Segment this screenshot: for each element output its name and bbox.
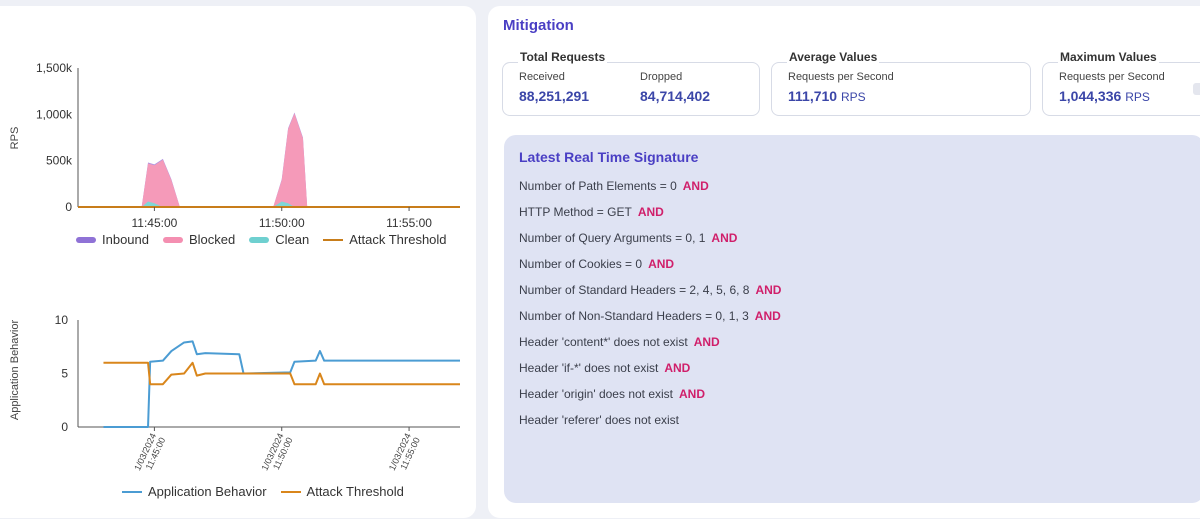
- mitigation-title: Mitigation: [503, 17, 574, 34]
- x-tick-label: 1/03/202411:55:00: [387, 432, 422, 477]
- x-tick-label: 1/03/202411:45:00: [132, 432, 167, 477]
- legend-item-inbound[interactable]: Inbound: [76, 232, 149, 247]
- signature-title: Latest Real Time Signature: [519, 149, 699, 165]
- legend-swatch: [323, 238, 344, 241]
- maximum-values-card: Maximum Values Requests per Second 1,044…: [1042, 50, 1200, 116]
- signature-text: Header 'if-*' does not exist: [519, 361, 659, 375]
- y-axis-label: RPS: [9, 127, 21, 150]
- maximum-rps-number: 1,044,336: [1059, 88, 1122, 104]
- application-behavior-chart: Application Behavior 10 5 0 1/03/202411:45:0…: [9, 313, 460, 477]
- signature-text: Header 'origin' does not exist: [519, 387, 674, 401]
- signature-line: Header 'origin' does not exist AND: [519, 387, 781, 413]
- area-blocked: [103, 113, 312, 207]
- legend-item-blocked[interactable]: Blocked: [163, 232, 235, 247]
- x-tick-label: 1/03/202411:50:00: [260, 432, 295, 477]
- legend-label: Attack Threshold: [349, 232, 447, 247]
- and-operator: AND: [754, 309, 781, 323]
- signature-line: Number of Query Arguments = 0, 1 AND: [519, 231, 781, 257]
- legend-label: Blocked: [189, 232, 236, 247]
- y-tick-label: 1,000k: [36, 107, 73, 121]
- x-tick-label: 11:45:00: [131, 216, 177, 230]
- maximum-rps-label: Requests per Second: [1059, 71, 1165, 83]
- legend-swatch: [280, 490, 301, 493]
- average-values-box: Requests per Second 111,710 RPS: [771, 62, 1031, 116]
- legend-label: Attack Threshold: [306, 484, 404, 499]
- average-values-card: Average Values Requests per Second 111,7…: [771, 50, 1033, 116]
- signature-text: Number of Non-Standard Headers = 0, 1, 3: [519, 309, 749, 323]
- average-rps-number: 111,710: [788, 88, 838, 104]
- expand-icon[interactable]: [1193, 83, 1200, 95]
- signature-text: Number of Query Arguments = 0, 1: [519, 231, 706, 245]
- signature-line: HTTP Method = GET AND: [519, 205, 781, 231]
- rps-legend: Inbound Blocked Clean Attack Threshold: [76, 232, 447, 247]
- and-operator: AND: [711, 231, 738, 245]
- signature-line: Header 'if-*' does not exist AND: [519, 361, 781, 387]
- series-attack-threshold: [103, 361, 460, 386]
- y-tick-label: 0: [61, 420, 68, 434]
- area-clean: [103, 201, 312, 207]
- x-tick-label: 11:55:00: [386, 216, 432, 230]
- and-operator: AND: [755, 283, 782, 297]
- total-requests-box: Received 88,251,291 Dropped 84,714,402: [502, 62, 760, 116]
- x-tick-label: 11:50:00: [259, 216, 305, 230]
- total-requests-title: Total Requests: [518, 50, 608, 64]
- legend-swatch: [249, 236, 270, 243]
- dropped-value: 84,714,402: [640, 88, 711, 104]
- signature-line: Number of Non-Standard Headers = 0, 1, 3…: [519, 309, 781, 335]
- maximum-rps-value: 1,044,336 RPS: [1059, 88, 1150, 104]
- average-rps-unit: RPS: [840, 90, 866, 104]
- legend-item-application-behavior[interactable]: Application Behavior: [122, 484, 267, 499]
- legend-label: Inbound: [102, 232, 149, 247]
- legend-swatch: [163, 236, 183, 243]
- and-operator: AND: [637, 205, 664, 219]
- legend-swatch: [76, 236, 96, 243]
- mitigation-panel: Mitigation Total Requests Received 88,25…: [488, 6, 1200, 518]
- received-value: 88,251,291: [519, 88, 590, 104]
- signature-line: Number of Standard Headers = 2, 4, 5, 6,…: [519, 283, 781, 309]
- signature-text: Header 'content*' does not exist: [519, 335, 688, 349]
- average-rps-value: 111,710 RPS: [788, 88, 866, 104]
- maximum-rps-unit: RPS: [1125, 90, 1150, 104]
- dropped-label: Dropped: [640, 71, 683, 83]
- legend-item-attack-threshold[interactable]: Attack Threshold: [323, 232, 447, 247]
- average-rps-label: Requests per Second: [788, 71, 894, 83]
- legend-label: Application Behavior: [148, 484, 267, 499]
- y-axis-label: Application Behavior: [9, 320, 21, 421]
- y-tick-label: 5: [61, 367, 68, 381]
- and-operator: AND: [664, 361, 691, 375]
- signature-line: Number of Path Elements = 0 AND: [519, 179, 781, 205]
- and-operator: AND: [648, 257, 675, 271]
- y-tick-label: 10: [55, 313, 69, 327]
- signature-text: Number of Cookies = 0: [519, 257, 643, 271]
- y-tick-label: 0: [65, 200, 72, 214]
- and-operator: AND: [682, 179, 709, 193]
- maximum-values-box: Requests per Second 1,044,336 RPS: [1042, 62, 1200, 116]
- legend-item-clean[interactable]: Clean: [249, 232, 309, 247]
- signature-line: Number of Cookies = 0 AND: [519, 257, 781, 283]
- rps-chart: RPS 1,500k 1,000k 500k 0 11:45:00 11:50:00 11:5…: [9, 61, 460, 230]
- signature-text: HTTP Method = GET: [519, 205, 632, 219]
- signature-text: Header 'referer' does not exist: [519, 413, 679, 427]
- maximum-values-title: Maximum Values: [1058, 50, 1159, 64]
- y-tick-label: 1,500k: [36, 61, 73, 75]
- signature-text: Number of Standard Headers = 2, 4, 5, 6,…: [519, 283, 750, 297]
- legend-item-attack-threshold[interactable]: Attack Threshold: [280, 484, 404, 499]
- and-operator: AND: [679, 387, 706, 401]
- series-application-behavior: [103, 340, 460, 428]
- charts-panel: RPS 1,500k 1,000k 500k 0 11:45:00 11:50:00 11:5…: [0, 6, 476, 518]
- signature-line: Header 'referer' does not exist: [519, 413, 781, 439]
- legend-label: Clean: [275, 232, 310, 247]
- signature-card: Latest Real Time Signature Number of Pat…: [504, 135, 1200, 503]
- total-requests-card: Total Requests Received 88,251,291 Dropp…: [502, 50, 762, 116]
- legend-swatch: [122, 490, 142, 493]
- and-operator: AND: [693, 335, 720, 349]
- signature-line: Header 'content*' does not exist AND: [519, 335, 781, 361]
- received-label: Received: [519, 71, 565, 83]
- behavior-legend: Application Behavior Attack Threshold: [122, 484, 404, 499]
- signature-list: Number of Path Elements = 0 AND HTTP Meth…: [519, 179, 781, 439]
- y-tick-label: 500k: [46, 154, 73, 168]
- average-values-title: Average Values: [787, 50, 880, 64]
- signature-text: Number of Path Elements = 0: [519, 179, 677, 193]
